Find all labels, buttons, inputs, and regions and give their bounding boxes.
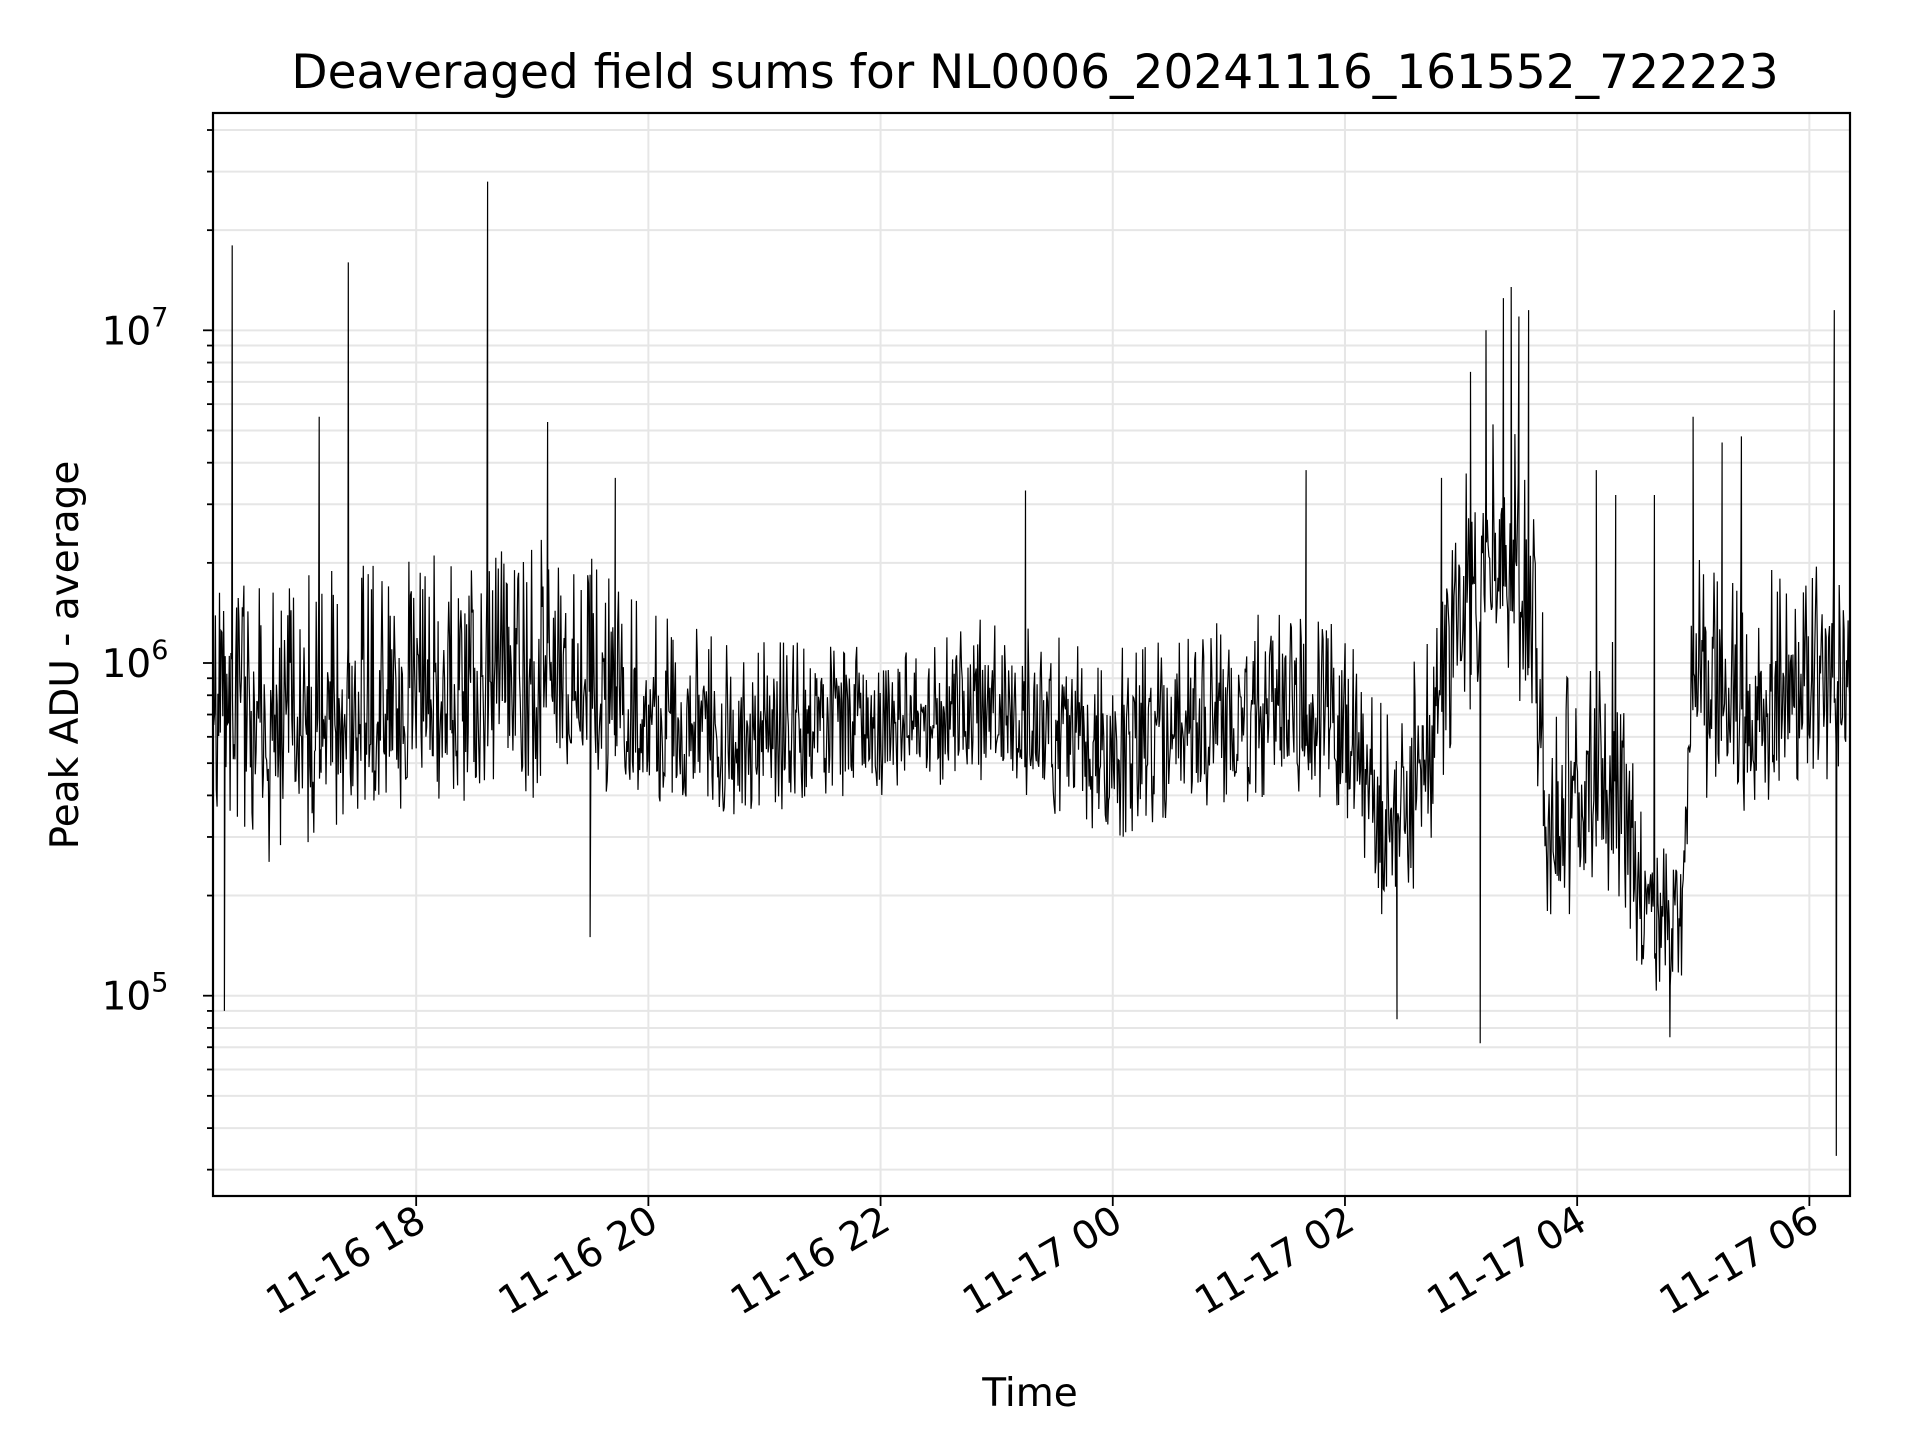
y-tick-base: 10 (102, 309, 152, 354)
series-layer (212, 181, 1851, 1156)
series-line (212, 181, 1851, 1156)
y-tick-label: 106 (102, 635, 169, 687)
y-tick-label: 107 (102, 302, 169, 354)
y-axis-label: Peak ADU - average (43, 461, 88, 850)
chart-title: Deaveraged field sums for NL0006_2024111… (291, 45, 1778, 100)
y-tick-label: 105 (102, 968, 169, 1020)
y-tick-exponent: 7 (151, 302, 168, 333)
y-tick-base: 10 (102, 642, 152, 687)
y-tick-exponent: 5 (151, 968, 168, 999)
y-tick-base: 10 (102, 975, 152, 1020)
y-tick-exponent: 6 (151, 635, 168, 666)
x-axis-label: Time (981, 1371, 1077, 1416)
plot-frame (211, 111, 1852, 1198)
